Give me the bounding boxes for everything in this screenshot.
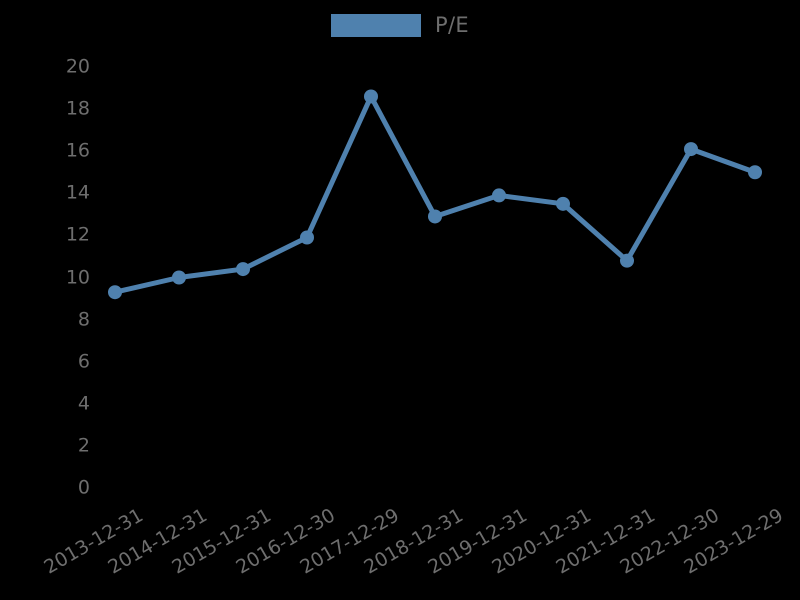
legend-entry[interactable]: P/E	[331, 14, 469, 37]
y-axis-tick-label: 6	[77, 350, 90, 373]
series-markers-pe	[108, 89, 762, 300]
y-axis-tick-label: 8	[77, 308, 90, 331]
data-point-marker[interactable]	[748, 165, 762, 180]
data-point-marker[interactable]	[620, 253, 634, 268]
y-axis-tick-label: 10	[65, 266, 90, 288]
y-axis-tick-label: 16	[65, 139, 90, 162]
y-axis-tick-label: 14	[65, 181, 90, 204]
data-point-marker[interactable]	[236, 262, 250, 277]
legend-label: P/E	[435, 13, 469, 37]
data-point-marker[interactable]	[300, 230, 314, 245]
y-axis-tick-label: 4	[77, 392, 90, 415]
chart-legend: P/E	[0, 14, 800, 37]
data-point-marker[interactable]	[556, 196, 570, 211]
data-point-marker[interactable]	[364, 89, 378, 104]
y-axis-tick-label: 2	[77, 434, 90, 457]
data-point-marker[interactable]	[428, 209, 442, 224]
y-axis-tick-label: 18	[65, 97, 90, 120]
y-axis-tick-label: 0	[77, 476, 90, 499]
data-point-marker[interactable]	[492, 188, 506, 203]
data-point-marker[interactable]	[684, 142, 698, 157]
y-axis-tick-label: 20	[65, 55, 90, 78]
data-point-marker[interactable]	[108, 285, 122, 300]
data-point-marker[interactable]	[172, 270, 186, 285]
legend-swatch-icon	[331, 14, 422, 37]
y-axis: 0 2 4 6 8 10 12 14 16 18 20	[44, 0, 90, 600]
y-axis-tick-label: 12	[65, 223, 90, 246]
